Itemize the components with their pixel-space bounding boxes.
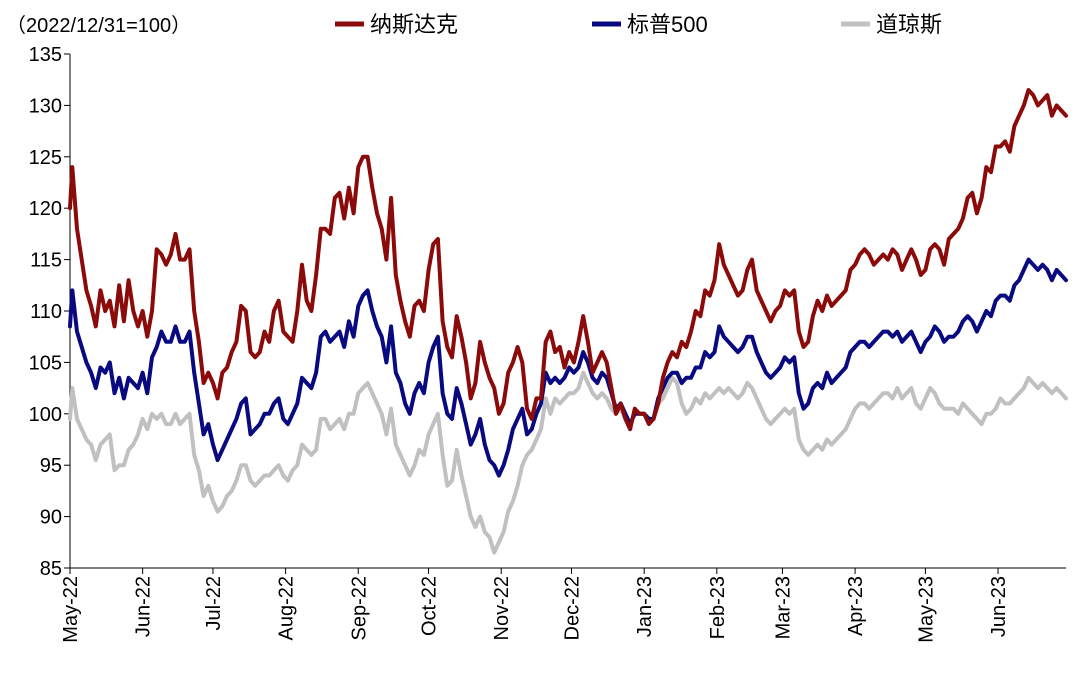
y-tick-label: 135 <box>29 44 62 66</box>
y-tick-label: 110 <box>30 301 62 323</box>
x-tick-label: Dec-22 <box>562 576 584 640</box>
x-tick-label: Sep-22 <box>348 576 370 641</box>
y-tick-label: 85 <box>40 558 62 580</box>
x-tick-label: Jan-23 <box>634 576 656 637</box>
x-tick-label: May-23 <box>915 576 937 643</box>
y-tick-label: 115 <box>30 250 62 272</box>
series-line-0 <box>68 88 1068 432</box>
y-tick-label: 90 <box>40 507 62 529</box>
y-tick-label: 105 <box>29 352 62 374</box>
x-tick-label: Apr-23 <box>845 576 867 636</box>
index-note: （2022/12/31=100） <box>6 14 191 37</box>
legend-label: 标普500 <box>627 12 708 37</box>
x-tick-label: Feb-23 <box>707 576 729 639</box>
series-group <box>68 88 1068 555</box>
series-line-2 <box>68 370 1068 555</box>
x-tick-label: Nov-22 <box>491 576 513 640</box>
series-line-1 <box>68 257 1068 478</box>
x-tick-label: Aug-22 <box>276 576 298 641</box>
y-tick-label: 120 <box>29 198 62 220</box>
x-tick-label: Mar-23 <box>772 576 794 639</box>
x-tick-label: Jul-22 <box>203 576 225 630</box>
x-tick-label: Jun-23 <box>988 576 1010 637</box>
y-tick-label: 130 <box>29 95 62 117</box>
legend-label: 纳斯达克 <box>370 12 458 37</box>
x-tick-label: May-22 <box>60 576 82 643</box>
y-tick-label: 95 <box>40 455 62 477</box>
y-tick-label: 125 <box>29 147 62 169</box>
legend: 纳斯达克 标普500 道琼斯 <box>335 12 942 37</box>
x-tick-label: Oct-22 <box>419 576 441 636</box>
y-tick-label: 100 <box>29 404 62 426</box>
x-axis: May-22 Jun-22 Jul-22 Aug-22 Sep-22 Oct-22 Nov-… <box>60 567 1066 643</box>
legend-label: 道琼斯 <box>876 12 942 37</box>
y-axis: 85 90 95 100 105 110 115 120 125 130 135 <box>29 44 71 580</box>
x-tick-label: Jun-22 <box>133 576 155 637</box>
